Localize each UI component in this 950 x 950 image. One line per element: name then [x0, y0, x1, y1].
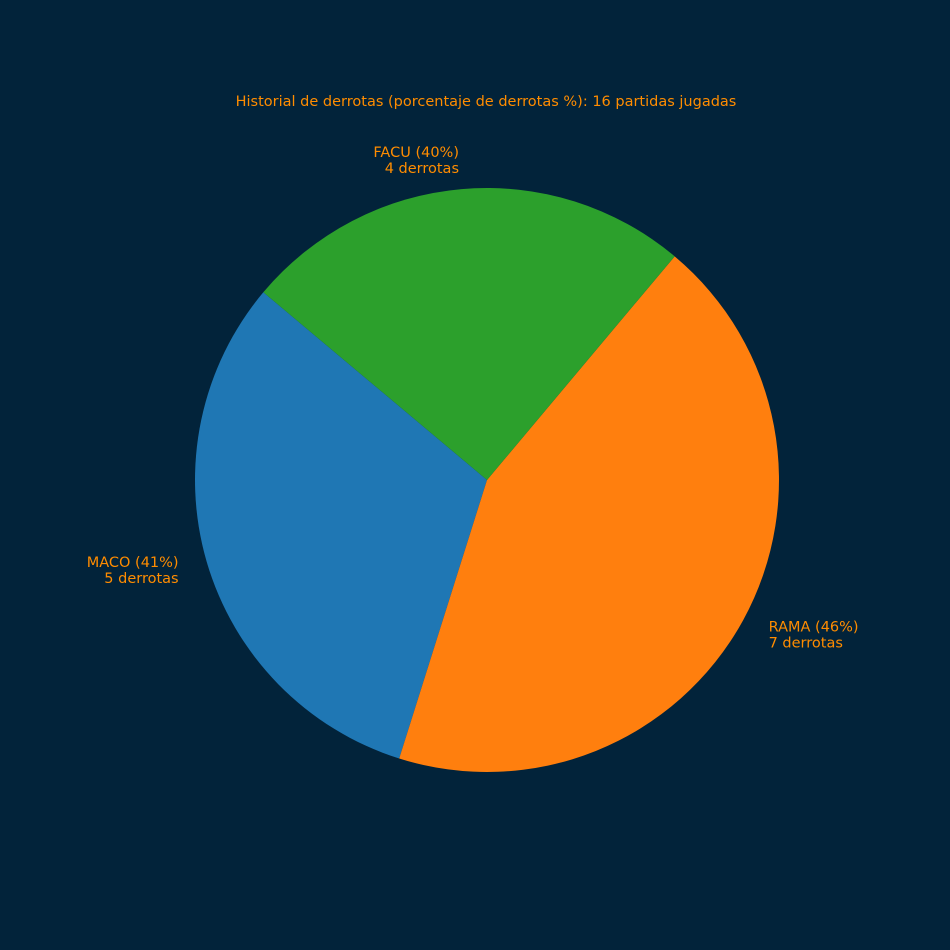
slice-label-rama: RAMA (46%) [769, 620, 859, 636]
pie-slice-facu [263, 188, 675, 481]
pie-labels: MACO (41%)5 derrotas RAMA (46%)7 derrotas… [87, 145, 859, 652]
chart-title: Historial de derrotas (porcentaje de der… [236, 94, 737, 110]
slice-label-facu: FACU (40%) [373, 145, 459, 161]
pie-slices [195, 188, 779, 773]
pie-slice-maco [195, 292, 487, 759]
slice-count-maco: 5 derrotas [104, 571, 178, 587]
slice-count-rama: 7 derrotas [769, 636, 843, 652]
pie-slice-rama [399, 256, 779, 773]
slice-label-maco: MACO (41%) [87, 555, 179, 571]
slice-count-facu: 4 derrotas [385, 161, 459, 177]
